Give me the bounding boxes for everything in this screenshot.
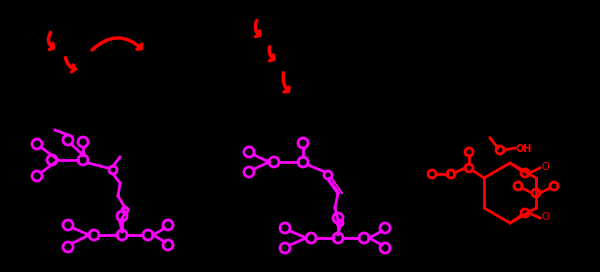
Text: O: O bbox=[542, 162, 550, 172]
Text: OH: OH bbox=[515, 144, 532, 154]
Text: O: O bbox=[542, 212, 550, 222]
